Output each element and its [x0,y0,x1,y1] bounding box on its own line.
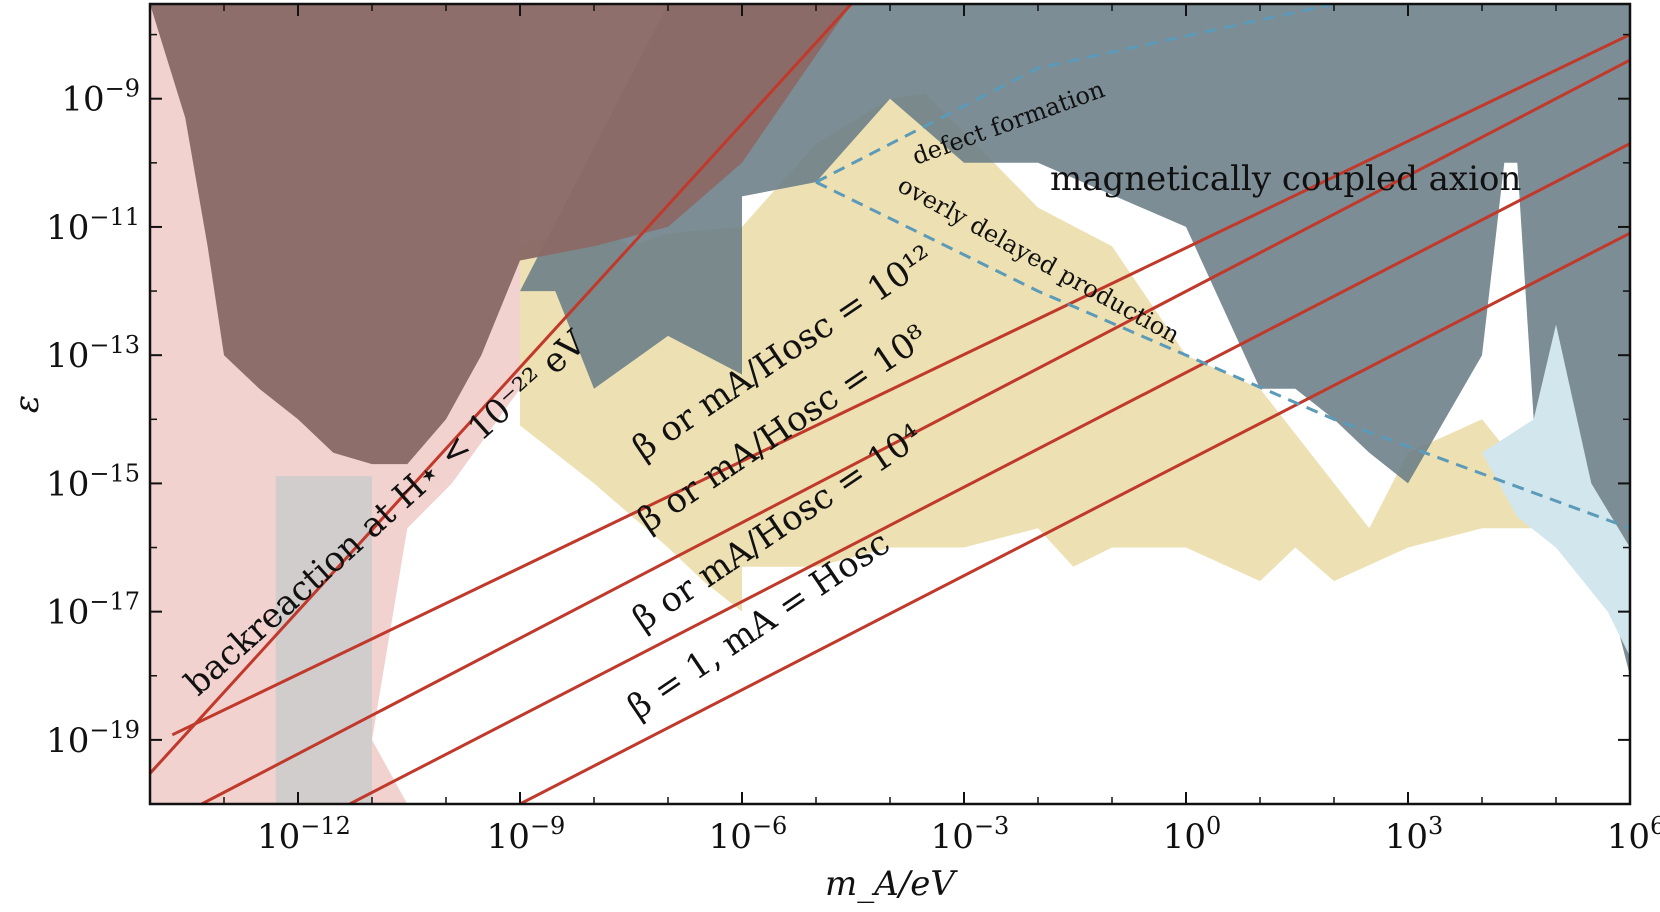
grey-band [275,476,372,804]
x-tick-label: 10−12 [257,812,351,857]
y-tick-label: 10−15 [46,459,140,504]
x-tick-label: 10−3 [931,812,1010,857]
y-tick-label: 10−17 [46,588,140,633]
region-dark [520,4,1630,676]
regions-layer [150,4,1630,804]
dashed-line-defect_formation [815,4,1335,184]
region-light_blue [1482,324,1630,657]
dashed-line-overly_delayed [815,180,1630,530]
x-axis-ticks: 10−12 10−9 10−6 10−3 100 103 106 [149,4,1660,857]
x-tick-label: 103 [1385,812,1444,857]
region-yellow [520,93,1556,612]
dashed-lines-layer [815,4,1630,530]
x-tick-label: 100 [1163,812,1222,857]
y-tick-label: 10−11 [46,203,140,248]
x-tick-label: 106 [1607,812,1660,857]
red-line-beta_1 [519,231,1630,804]
y-tick-label: 10−19 [46,716,140,761]
grey-band-layer [275,476,372,804]
red-line-backreaction [150,4,853,775]
red-line-beta_1e12 [171,33,1630,737]
x-axis-label: m_A/eV [825,864,958,904]
red-line-beta_1e8 [201,58,1630,804]
x-tick-label: 10−6 [709,812,788,857]
red-line-beta_1e4 [349,142,1630,804]
red-lines-layer [150,4,1630,804]
region-brown [150,4,852,465]
y-tick-label: 10−13 [46,331,140,376]
y-axis-label: ε [7,395,47,413]
y-axis-ticks: 10−9 10−11 10−13 10−15 10−17 10−19 [46,33,1630,805]
magnetic-axion-label: magnetically coupled axion [1050,159,1521,199]
y-tick-label: 10−9 [61,75,140,120]
x-tick-label: 10−9 [487,812,566,857]
